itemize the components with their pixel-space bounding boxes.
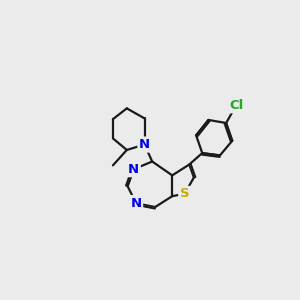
Text: N: N xyxy=(130,196,142,210)
Text: N: N xyxy=(139,138,150,151)
Text: N: N xyxy=(128,163,139,176)
Text: Cl: Cl xyxy=(229,99,243,112)
Text: S: S xyxy=(180,187,189,200)
